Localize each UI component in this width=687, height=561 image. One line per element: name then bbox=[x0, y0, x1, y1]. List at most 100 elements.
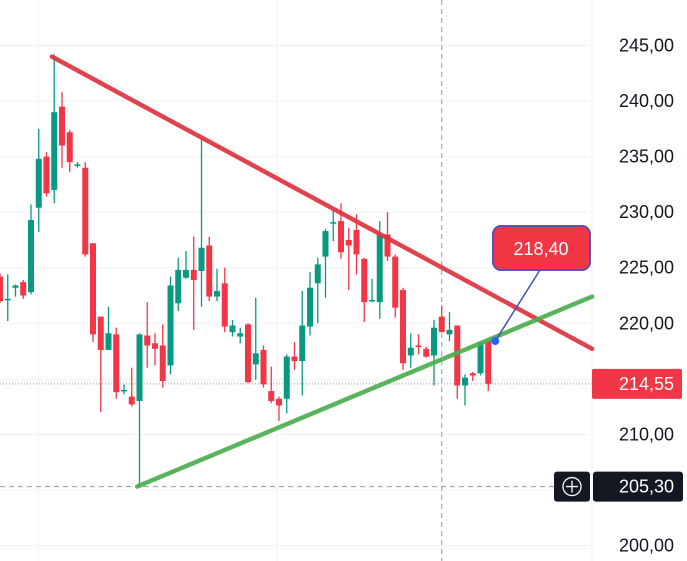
candle bbox=[268, 366, 275, 404]
candle-body bbox=[330, 222, 337, 224]
candle-body bbox=[307, 287, 313, 327]
candle bbox=[314, 257, 321, 324]
price-axis[interactable]: 245,00 240,00 235,00 230,00 225,00 220,00 210,… bbox=[619, 36, 674, 556]
price-tick-label: 230,00 bbox=[619, 202, 674, 222]
candle-body bbox=[384, 234, 391, 257]
candle-body bbox=[144, 335, 151, 346]
candle-body bbox=[407, 347, 414, 356]
candle-body bbox=[237, 333, 244, 337]
candle-body bbox=[431, 327, 437, 356]
candle-body bbox=[345, 239, 352, 246]
candle bbox=[0, 273, 3, 304]
candle bbox=[291, 342, 298, 370]
candle bbox=[97, 316, 104, 413]
candle bbox=[152, 333, 158, 366]
candle-body bbox=[376, 234, 383, 303]
candle bbox=[283, 354, 290, 414]
candle-body bbox=[314, 264, 321, 284]
resistance-trendline[interactable] bbox=[49, 54, 595, 352]
candle bbox=[438, 305, 445, 333]
price-tick-label: 245,00 bbox=[619, 36, 674, 56]
candle bbox=[43, 152, 50, 197]
candle bbox=[90, 243, 96, 343]
annotation-label: 218,40 bbox=[513, 239, 568, 259]
support-trendline[interactable] bbox=[134, 294, 595, 489]
candle bbox=[485, 338, 492, 392]
last-price-tag bbox=[592, 368, 682, 399]
annotation-pointer bbox=[494, 269, 541, 342]
candle bbox=[190, 236, 197, 330]
candle bbox=[159, 324, 166, 388]
candle-body bbox=[90, 243, 96, 335]
candle-body bbox=[190, 269, 197, 280]
candle-body bbox=[121, 389, 127, 392]
candle bbox=[128, 367, 135, 407]
candle-body bbox=[438, 316, 445, 333]
last-price-label: 214,55 bbox=[619, 374, 674, 394]
candle-body bbox=[43, 156, 50, 194]
candle-body bbox=[454, 325, 461, 386]
candle bbox=[462, 374, 468, 406]
candle bbox=[66, 129, 73, 173]
candle bbox=[431, 319, 437, 386]
candle bbox=[469, 372, 476, 382]
candle bbox=[237, 327, 244, 344]
candle bbox=[82, 162, 89, 257]
candle-body bbox=[338, 221, 344, 253]
candle bbox=[59, 92, 65, 168]
grid bbox=[0, 0, 593, 561]
candle-body bbox=[183, 269, 189, 278]
candle bbox=[121, 384, 127, 395]
candle-body bbox=[74, 164, 81, 166]
candle bbox=[407, 333, 414, 368]
candle-body bbox=[4, 298, 11, 301]
candle-body bbox=[462, 377, 468, 386]
crosshair-price-tag bbox=[593, 471, 683, 502]
annotation-box[interactable] bbox=[492, 225, 591, 271]
candle bbox=[136, 333, 143, 487]
trendlines[interactable]: 218,40 bbox=[49, 54, 595, 489]
candle-body bbox=[206, 245, 213, 297]
candle bbox=[105, 306, 112, 350]
candle-body bbox=[214, 291, 220, 297]
crosshair-price-label: 205,30 bbox=[619, 477, 674, 497]
candle-body bbox=[260, 349, 267, 385]
candle-body bbox=[152, 343, 158, 349]
candle-body bbox=[400, 289, 406, 364]
candle bbox=[392, 254, 399, 318]
candle-body bbox=[469, 373, 476, 376]
candle bbox=[454, 325, 461, 399]
candle-body bbox=[392, 256, 399, 308]
candle bbox=[214, 268, 220, 302]
candle bbox=[415, 334, 422, 355]
candle-body bbox=[268, 391, 275, 402]
candle bbox=[198, 138, 205, 307]
candle bbox=[51, 54, 58, 204]
candle bbox=[20, 279, 27, 299]
candle bbox=[167, 276, 174, 375]
candle bbox=[423, 346, 430, 358]
candle bbox=[299, 291, 306, 396]
candle bbox=[376, 221, 383, 319]
candle bbox=[74, 162, 81, 168]
candle-body bbox=[477, 342, 484, 374]
candle-body bbox=[485, 341, 492, 384]
candle-body bbox=[128, 396, 135, 405]
candle bbox=[400, 287, 406, 370]
candle-body bbox=[12, 285, 19, 288]
candle-body bbox=[245, 324, 251, 383]
candle-body bbox=[20, 282, 27, 296]
candle bbox=[35, 128, 42, 233]
price-tick-label: 210,00 bbox=[619, 424, 674, 444]
candle bbox=[4, 274, 11, 322]
candle bbox=[446, 312, 453, 342]
plus-circle-icon[interactable] bbox=[562, 476, 582, 497]
candles bbox=[0, 54, 492, 487]
candle-body bbox=[252, 353, 259, 365]
candle bbox=[144, 302, 151, 368]
price-tags: 214,55 205,30 bbox=[554, 368, 683, 502]
annotation-anchor-dot[interactable] bbox=[491, 337, 500, 346]
candle-body bbox=[423, 348, 430, 357]
candle-body bbox=[322, 231, 329, 257]
